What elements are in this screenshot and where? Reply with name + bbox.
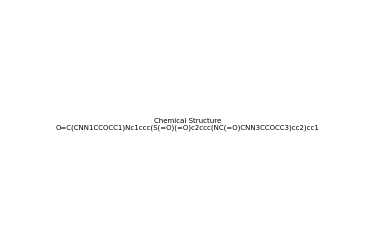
Text: Chemical Structure
O=C(CNN1CCOCC1)Nc1ccc(S(=O)(=O)c2ccc(NC(=O)CNN3CCOCC3)cc2)cc1: Chemical Structure O=C(CNN1CCOCC1)Nc1ccc…	[56, 118, 320, 131]
